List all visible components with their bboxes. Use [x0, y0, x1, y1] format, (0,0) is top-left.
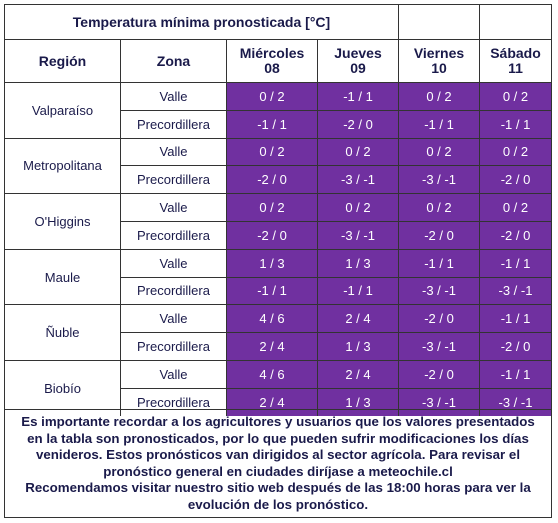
temperature-cell: -3 / -1: [398, 332, 479, 360]
title-blank-cell: [479, 5, 551, 39]
header-day-3: Viernes 10: [398, 39, 479, 82]
day-date: 08: [264, 60, 280, 76]
temperature-cell: -2 / 0: [479, 332, 551, 360]
temperature-cell: 2 / 4: [317, 304, 398, 333]
temperature-cell: -3 / -1: [317, 221, 398, 249]
note-line: evolución de los pronóstico.: [187, 496, 369, 512]
region-cell: Valparaíso: [5, 82, 120, 138]
temperature-cell: -3 / -1: [479, 387, 551, 416]
temperature-cell: 0 / 2: [226, 82, 317, 110]
temperature-cell: -2 / 0: [226, 165, 317, 194]
region-cell: O'Higgins: [5, 193, 120, 249]
title-blank-cell: [398, 5, 479, 39]
zona-cell: Valle: [120, 193, 226, 221]
temperature-cell: 0 / 2: [398, 82, 479, 110]
temperature-cell: -3 / -1: [398, 276, 479, 305]
table-title: Temperatura mínima pronosticada [°C]: [72, 14, 331, 30]
temperature-cell: 2 / 4: [317, 360, 398, 388]
temperature-cell: 0 / 2: [226, 193, 317, 221]
header-zona: Zona: [120, 39, 226, 82]
temperature-cell: 4 / 6: [226, 304, 317, 333]
header-day-4: Sábado 11: [479, 39, 551, 82]
forecast-table: Temperatura mínima pronosticada [°C] Reg…: [4, 4, 552, 518]
temperature-cell: 2 / 4: [226, 387, 317, 416]
temperature-cell: 0 / 2: [317, 193, 398, 221]
temperature-cell: -1 / 1: [479, 360, 551, 388]
zona-cell: Precordillera: [120, 276, 226, 305]
header-day-1: Miércoles 08: [226, 39, 317, 82]
temperature-cell: -2 / 0: [479, 221, 551, 249]
zona-cell: Precordillera: [120, 332, 226, 360]
temperature-cell: -1 / 1: [317, 276, 398, 305]
day-date: 09: [350, 60, 366, 76]
temperature-cell: 0 / 2: [226, 137, 317, 166]
region-cell: Metropolitana: [5, 137, 120, 194]
temperature-cell: 0 / 2: [479, 193, 551, 221]
temperature-cell: -1 / 1: [479, 109, 551, 138]
temperature-cell: 1 / 3: [317, 387, 398, 416]
temperature-cell: -1 / 1: [479, 304, 551, 333]
temperature-cell: 0 / 2: [317, 137, 398, 166]
temperature-cell: 0 / 2: [479, 82, 551, 110]
note-line: Es importante recordar a los agricultore…: [21, 414, 535, 429]
zona-cell: Precordillera: [120, 387, 226, 416]
day-name: Jueves: [334, 45, 382, 61]
temperature-cell: -1 / 1: [226, 109, 317, 138]
temperature-cell: -1 / 1: [479, 248, 551, 277]
temperature-cell: 1 / 3: [317, 248, 398, 277]
footer-note: Es importante recordar a los agricultore…: [5, 409, 551, 517]
region-cell: Biobío: [5, 360, 120, 416]
temperature-cell: -3 / -1: [479, 276, 551, 305]
zona-cell: Valle: [120, 248, 226, 277]
region-cell: Maule: [5, 248, 120, 305]
zona-cell: Precordillera: [120, 109, 226, 138]
header-day-2: Jueves 09: [317, 39, 398, 82]
temperature-cell: -1 / 1: [226, 276, 317, 305]
note-line: pronóstico general en ciudades diríjase …: [103, 463, 453, 479]
temperature-cell: -1 / 1: [317, 82, 398, 110]
temperature-cell: -2 / 0: [398, 221, 479, 249]
temperature-cell: 0 / 2: [479, 137, 551, 166]
temperature-cell: -2 / 0: [398, 304, 479, 333]
zona-cell: Precordillera: [120, 221, 226, 249]
zona-cell: Precordillera: [120, 165, 226, 194]
day-name: Sábado: [490, 45, 541, 61]
zona-cell: Valle: [120, 82, 226, 110]
temperature-cell: -3 / -1: [398, 387, 479, 416]
temperature-cell: -3 / -1: [398, 165, 479, 194]
temperature-cell: 1 / 3: [226, 248, 317, 277]
temperature-cell: -2 / 0: [479, 165, 551, 194]
note-line: Recomendamos visitar nuestro sitio web d…: [25, 480, 531, 496]
temperature-cell: 4 / 6: [226, 360, 317, 388]
temperature-cell: -1 / 1: [398, 248, 479, 277]
temperature-cell: 0 / 2: [398, 193, 479, 221]
temperature-cell: 2 / 4: [226, 332, 317, 360]
note-line: en la tabla son pronosticados, por lo qu…: [27, 430, 529, 446]
region-cell: Ñuble: [5, 304, 120, 360]
day-date: 10: [431, 60, 447, 76]
temperature-cell: -3 / -1: [317, 165, 398, 194]
zona-cell: Valle: [120, 137, 226, 166]
zona-cell: Valle: [120, 304, 226, 333]
temperature-cell: 1 / 3: [317, 332, 398, 360]
day-name: Viernes: [413, 45, 465, 61]
temperature-cell: -1 / 1: [398, 109, 479, 138]
zona-cell: Valle: [120, 360, 226, 388]
day-date: 11: [508, 60, 523, 76]
temperature-cell: -2 / 0: [398, 360, 479, 388]
note-line: venideros. Estos pronósticos van dirigid…: [35, 447, 521, 463]
temperature-cell: 0 / 2: [398, 137, 479, 166]
day-name: Miércoles: [239, 45, 305, 61]
header-region: Región: [5, 39, 120, 82]
temperature-cell: -2 / 0: [226, 221, 317, 249]
temperature-cell: -2 / 0: [317, 109, 398, 138]
